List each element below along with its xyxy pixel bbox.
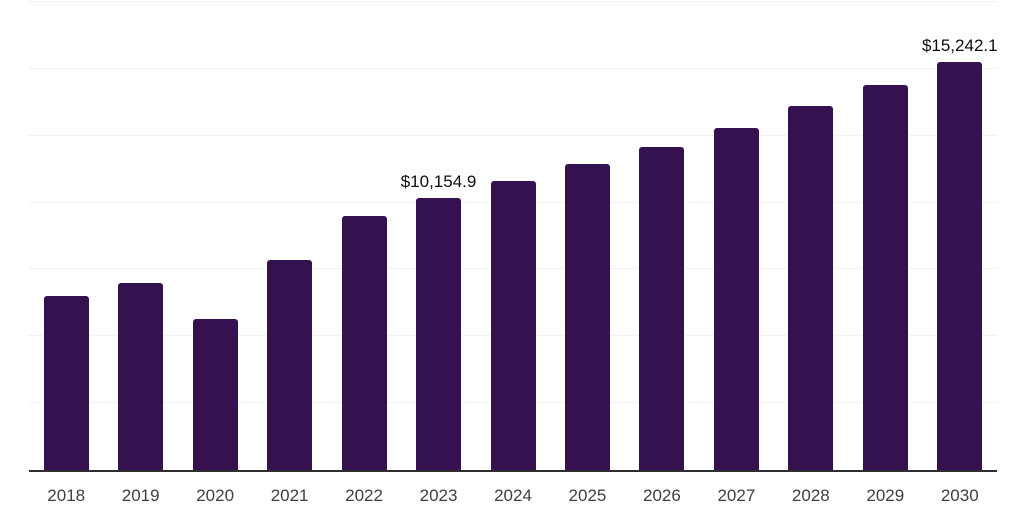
bar-2025[interactable]	[564, 164, 610, 470]
gridline-12500	[29, 134, 997, 136]
x-axis-label-2026: 2026	[643, 486, 681, 505]
bar-2019[interactable]	[118, 283, 164, 470]
gridline-17500	[29, 1, 997, 2]
data-label-2023: $10,154.9	[400, 172, 477, 192]
x-axis-label-2018: 2018	[47, 486, 86, 505]
bar-2018[interactable]	[43, 295, 89, 470]
bar-2024[interactable]	[490, 180, 536, 470]
bar-2028[interactable]	[788, 106, 834, 470]
bar-2030[interactable]	[937, 62, 983, 470]
x-axis-label-2027: 2027	[717, 486, 756, 505]
bar-2027[interactable]	[713, 128, 759, 470]
gridline-15000	[29, 67, 997, 69]
x-axis-label-2020: 2020	[196, 486, 235, 505]
x-axis-label-2029: 2029	[866, 486, 905, 505]
x-axis-line	[29, 470, 997, 472]
bar-2022[interactable]	[341, 215, 387, 470]
x-axis-label-2025: 2025	[568, 486, 607, 505]
bar-2026[interactable]	[639, 147, 685, 470]
x-axis-label-2019: 2019	[121, 486, 160, 505]
x-axis-label-2030: 2030	[940, 486, 979, 505]
x-axis-label-2028: 2028	[791, 486, 830, 505]
x-axis-label-2024: 2024	[494, 486, 532, 505]
x-axis-label-2022: 2022	[345, 486, 383, 505]
data-label-2030: $15,242.1	[921, 36, 998, 56]
bar-2023[interactable]	[416, 198, 462, 470]
bar-2021[interactable]	[267, 259, 313, 470]
x-axis-label-2021: 2021	[270, 486, 309, 505]
plot-area: $10,154.9 $15,242.1	[29, 1, 998, 472]
bar-2020[interactable]	[192, 318, 238, 470]
x-axis-label-2023: 2023	[419, 486, 458, 505]
bar-2029[interactable]	[862, 84, 908, 470]
